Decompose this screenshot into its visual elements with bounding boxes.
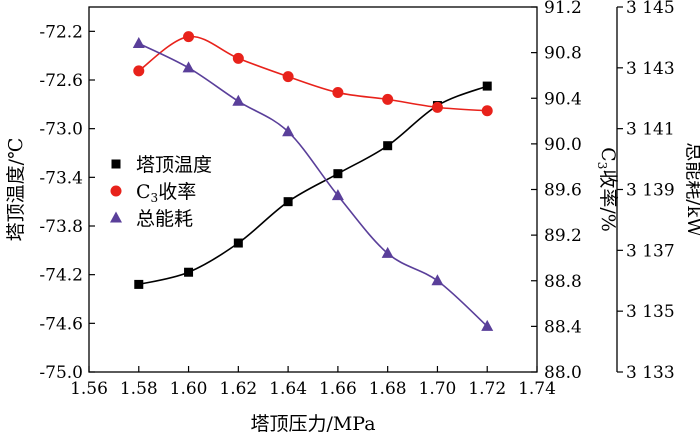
series-energy: [132, 37, 494, 331]
series-temperature-point: [482, 81, 492, 91]
series-energy-point: [431, 274, 444, 286]
legend-label-suffix: 收率: [158, 181, 196, 203]
right2-tick-label: 3 139: [626, 181, 675, 201]
left-tick-label: -72.2: [39, 22, 83, 42]
series-c3-yield-point: [133, 65, 145, 77]
right1-tick-label: 88.8: [544, 272, 582, 292]
x-tick-label: 1.58: [120, 379, 158, 399]
left-tick-label: -72.6: [39, 71, 83, 91]
series-c3-yield: [133, 31, 493, 117]
right1-tick-label: 90.8: [544, 44, 582, 64]
left-tick-label: -74.6: [39, 314, 83, 334]
legend-label-sub: 3: [151, 191, 159, 205]
series-energy-point: [282, 125, 295, 137]
series-c3-yield-point: [431, 101, 443, 113]
series-c3-yield-point: [232, 52, 244, 64]
legend-label-energy: 总能耗: [136, 208, 193, 230]
legend-label-prefix: C: [136, 181, 151, 203]
right1-tick-label: 91.2: [544, 0, 582, 18]
legend-marker-c3-yield: [110, 185, 122, 197]
right1-tick-label: 90.0: [544, 135, 582, 155]
series-c3-yield-point: [282, 71, 294, 83]
right2-tick-label: 3 143: [626, 59, 675, 79]
right1-tick-label: 88.4: [544, 317, 582, 337]
left-tick-label: -75.0: [39, 363, 83, 383]
right2-tick-label: 3 133: [626, 363, 675, 383]
series-energy-point: [481, 319, 494, 331]
legend-marker-energy: [110, 211, 122, 223]
plot-box: [88, 6, 538, 373]
series-temperature-point: [283, 197, 293, 207]
left-tick-label: -73.8: [39, 217, 83, 237]
series-energy-point: [132, 37, 145, 48]
left-tick-label: -74.2: [39, 266, 83, 286]
axis-ticks: 1.56 1.58 1.60 1.62 1.64 1.66 1.68 1.70 1.72 1.74…: [39, 0, 674, 399]
series-c3-yield-point: [382, 93, 394, 105]
series-temperature-point: [383, 141, 393, 151]
x-tick-label: 1.70: [419, 379, 457, 399]
right1-tick-label: 88.0: [544, 363, 582, 383]
x-tick-label: 1.66: [319, 379, 357, 399]
series-c3-yield-line: [138, 35, 488, 112]
right1-tick-label: 89.2: [544, 226, 582, 246]
x-tick-label: 1.68: [369, 379, 407, 399]
legend-label-temperature: 塔顶温度: [136, 154, 212, 176]
right1-tick-label: 89.6: [544, 181, 582, 201]
series-temperature-line: [138, 85, 488, 286]
x-tick-label: 1.74: [518, 379, 556, 399]
right1-axis-title-sub: 3: [595, 162, 609, 170]
x-tick-label: 1.62: [219, 379, 257, 399]
series-temperature-point: [333, 169, 343, 179]
right1-tick-label: 90.4: [544, 89, 582, 109]
x-tick-label: 1.60: [170, 379, 208, 399]
right2-tick-label: 3 141: [626, 120, 675, 140]
series-temperature-point: [184, 267, 194, 277]
legend-label-c3-yield: C3收率: [136, 181, 196, 205]
series-lines: [132, 31, 494, 331]
right2-tick-label: 3 137: [626, 241, 675, 261]
legend-marker-temperature: [111, 159, 121, 169]
x-tick-label: 1.56: [70, 379, 108, 399]
series-energy-point: [232, 94, 245, 106]
left-axis-title: 塔顶温度/℃: [5, 138, 27, 242]
series-temperature-point: [233, 238, 243, 248]
left-tick-label: -73.0: [39, 120, 83, 140]
series-c3-yield-point: [332, 87, 344, 99]
right1-axis-title-suffix: 收率/%: [597, 169, 619, 231]
series-energy-point: [331, 189, 344, 201]
right1-axis-title-prefix: C: [597, 147, 619, 162]
left-tick-label: -73.4: [39, 168, 83, 188]
series-energy-point: [381, 246, 394, 258]
right1-axis-title: C3收率/%: [595, 147, 619, 232]
x-axis-title: 塔顶压力/MPa: [250, 413, 375, 435]
series-c3-yield-point: [183, 31, 195, 43]
right2-tick-label: 3 145: [626, 0, 675, 18]
x-tick-label: 1.64: [269, 379, 307, 399]
x-tick-label: 1.72: [468, 379, 506, 399]
right2-axis-title: 总能耗/kW: [683, 142, 700, 237]
right2-tick-label: 3 135: [626, 302, 675, 322]
series-temperature-point: [134, 279, 144, 289]
series-c3-yield-point: [481, 105, 493, 117]
series-energy-point: [182, 61, 195, 73]
